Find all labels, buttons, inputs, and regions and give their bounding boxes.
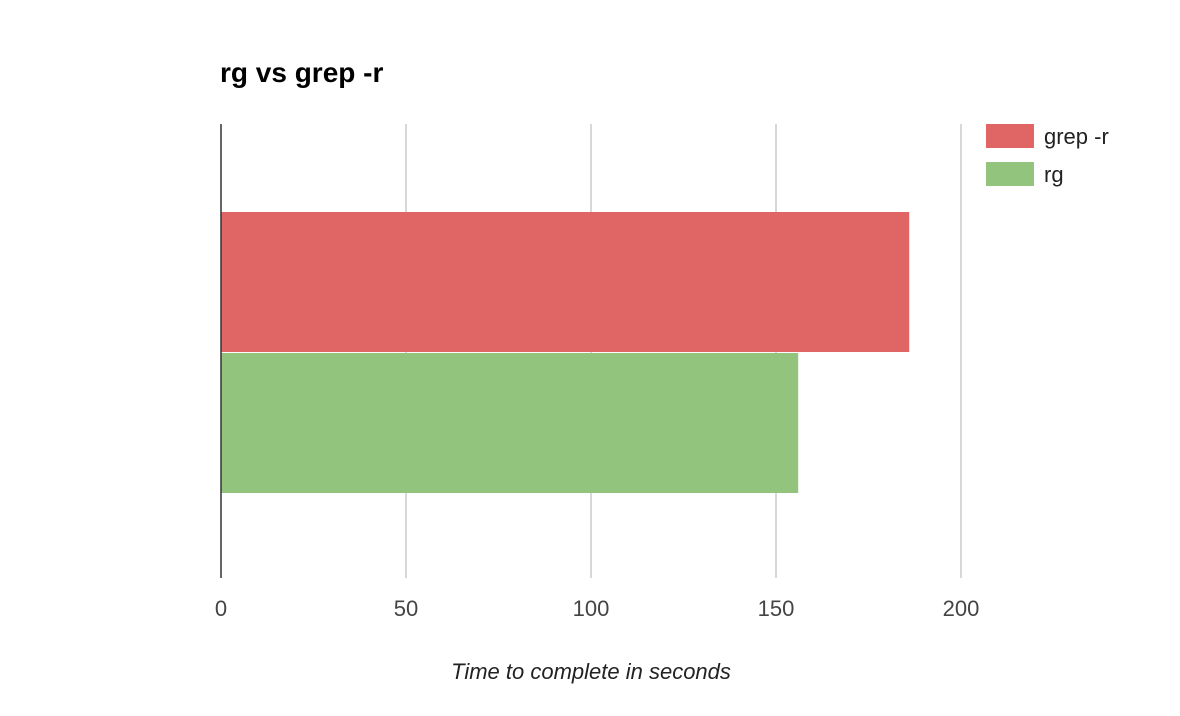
- x-tick-label-200: 200: [943, 596, 980, 621]
- x-tick-labels: 0 50 100 150 200: [215, 596, 979, 621]
- x-tick-label-50: 50: [394, 596, 418, 621]
- legend-swatch-rg: [986, 162, 1034, 186]
- x-axis-label: Time to complete in seconds: [451, 659, 731, 684]
- x-tick-label-100: 100: [573, 596, 610, 621]
- legend: grep -r rg: [986, 124, 1109, 187]
- chart-title: rg vs grep -r: [220, 57, 383, 88]
- legend-label-grep-r: grep -r: [1044, 124, 1109, 149]
- x-tick-label-0: 0: [215, 596, 227, 621]
- bar-grep-r: [221, 212, 910, 352]
- legend-label-rg: rg: [1044, 162, 1064, 187]
- x-tick-label-150: 150: [758, 596, 795, 621]
- legend-swatch-grep-r: [986, 124, 1034, 148]
- bar-rg: [221, 353, 799, 493]
- bars: [221, 212, 910, 493]
